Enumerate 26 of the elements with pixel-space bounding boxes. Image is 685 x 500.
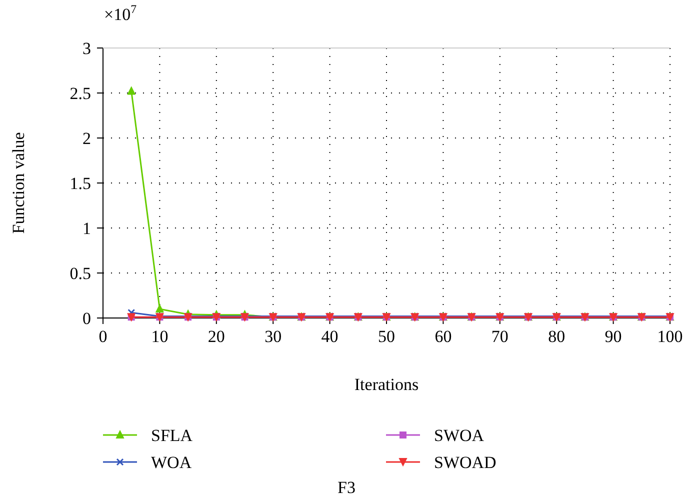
x-tick-label: 20	[208, 327, 225, 346]
x-axis-title: Iterations	[354, 375, 419, 394]
y-tick-label: 0	[82, 309, 91, 328]
legend-label: SWOAD	[434, 453, 496, 472]
y-tick-label: 1.5	[70, 174, 91, 193]
y-tick-label: 2.5	[70, 84, 91, 103]
x-tick-label: 30	[264, 327, 282, 346]
x-tick-label: 60	[434, 327, 452, 346]
x-tick-label: 100	[657, 327, 683, 346]
text: F3	[338, 478, 356, 497]
x-tick-label: 10	[151, 327, 168, 346]
x-tick-label: 70	[491, 327, 508, 346]
legend-label: WOA	[151, 453, 192, 472]
y-axis-title: Function value	[9, 132, 28, 234]
y-tick-label: 3	[82, 39, 91, 58]
y-tick-label: 1	[82, 219, 91, 238]
text: ×10$^{7}$	[104, 2, 137, 24]
x-tick-label: 0	[98, 327, 108, 346]
x-tick-label: 50	[378, 327, 395, 346]
y-tick-label: 0.5	[70, 264, 91, 283]
legend-label: SWOA	[434, 426, 485, 445]
x-tick-label: 40	[321, 327, 338, 346]
y-tick-label: 2	[82, 129, 91, 148]
x-tick-label: 80	[548, 327, 566, 346]
legend-label: SFLA	[151, 426, 194, 445]
x-tick-label: 90	[604, 327, 622, 346]
